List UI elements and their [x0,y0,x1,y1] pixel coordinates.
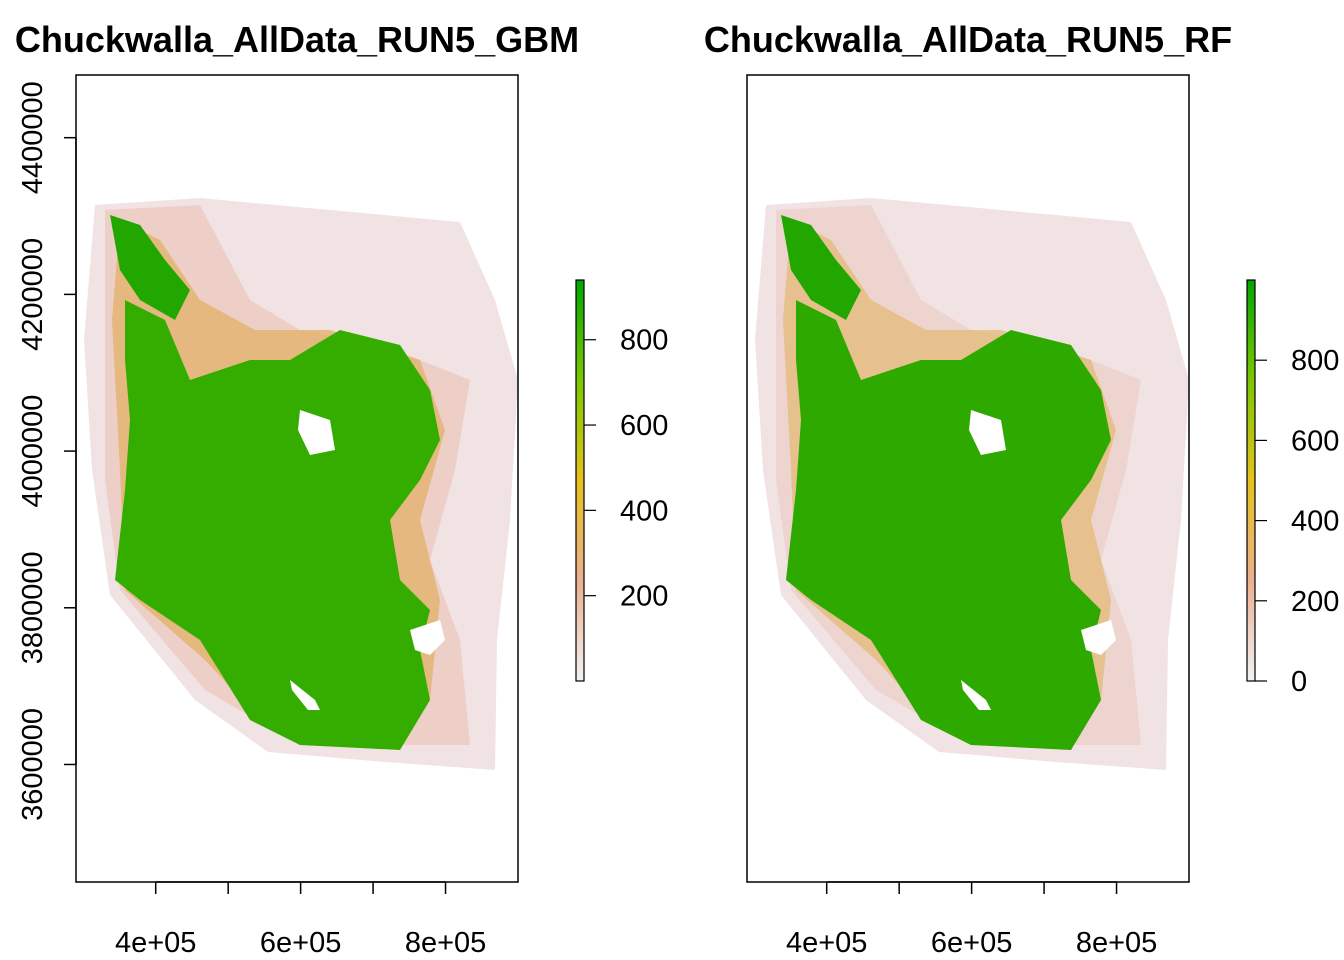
y-tick-label: 4000000 [17,395,49,508]
x-axis-rf: 4e+05 6e+05 8e+05 [786,881,1157,959]
raster-high-gbm [115,300,440,750]
colorbar-tick-label: 200 [620,581,668,613]
y-tick-label: 4200000 [17,238,49,351]
y-tick-label: 3600000 [17,708,49,821]
raster-high-rf [786,300,1111,750]
raster-mask-1-gbm [290,680,320,710]
x-tick-label: 8e+05 [1076,927,1157,959]
y-axis-gbm: 3600000 3800000 4000000 4200000 4400000 [17,81,77,821]
x-tick-label: 6e+05 [260,927,341,959]
raster-mask-2-rf [1081,620,1116,655]
colorbar-gbm: 200 400 600 800 [575,279,668,682]
x-tick-label: 4e+05 [786,927,867,959]
colorbar-tick-label: 200 [1291,586,1339,618]
raster-mask-2-gbm [410,620,445,655]
y-tick-label: 3800000 [17,551,49,664]
colorbar-tick-label: 400 [1291,506,1339,538]
chart-title-rf: Chuckwalla_AllData_RUN5_RF [704,19,1232,60]
raster-map-gbm [84,198,518,770]
y-tick-label: 4400000 [17,81,49,194]
x-tick-label: 8e+05 [405,927,486,959]
raster-high-north-gbm [110,215,190,320]
colorbar-tick-label: 400 [620,495,668,527]
colorbar-rf: 0 200 400 600 800 [1246,279,1339,698]
raster-map-rf [755,198,1189,770]
raster-high-north-rf [781,215,861,320]
raster-mask-3-rf [969,410,1006,455]
x-tick-label: 6e+05 [931,927,1012,959]
colorbar-tick-label: 0 [1291,666,1307,698]
raster-mask-1-rf [961,680,991,710]
colorbar-gradient [1246,279,1256,682]
colorbar-tick-label: 600 [620,410,668,442]
panel-gbm: Chuckwalla_AllData_RUN5_GBM 4e+05 6e+05 8e… [15,19,668,959]
colorbar-tick-label: 800 [1291,345,1339,377]
colorbar-gradient [575,279,585,682]
colorbar-tick-label: 800 [620,325,668,357]
colorbar-tick-label: 600 [1291,425,1339,457]
x-tick-label: 4e+05 [115,927,196,959]
x-axis-gbm: 4e+05 6e+05 8e+05 [115,881,486,959]
raster-mask-3-gbm [298,410,335,455]
chart-title-gbm: Chuckwalla_AllData_RUN5_GBM [15,19,579,60]
panel-rf: Chuckwalla_AllData_RUN5_RF 4e+05 6e+05 8e+… [704,19,1339,959]
